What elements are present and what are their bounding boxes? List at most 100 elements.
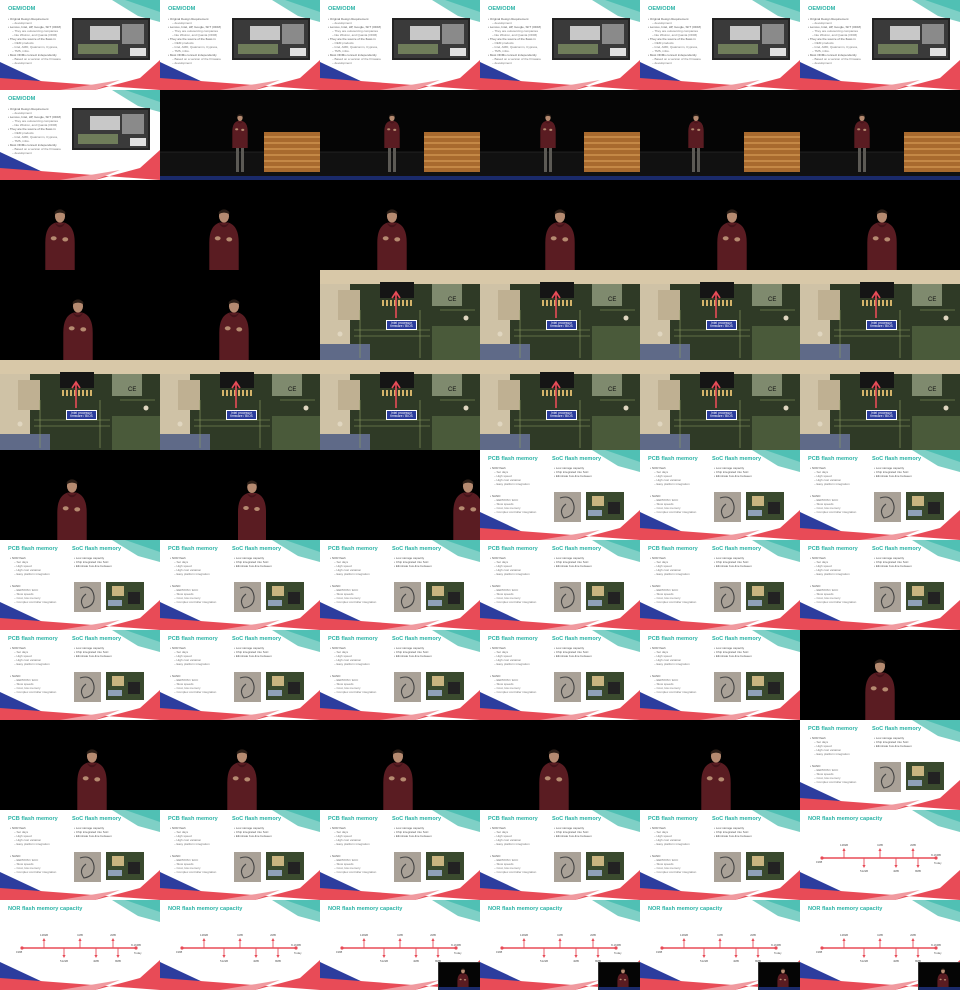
tile-graphic [320,900,480,990]
bullet-item: – EEPROM / ECC [174,588,199,592]
bullet-item: – High speed [494,654,512,658]
bullet-item: – Complex controller integration [174,600,217,604]
pcb-flash-title: PCB flash memory [648,456,698,462]
nor-flash-bullets: • NOR flash – Set days – High speed – High … [10,556,50,576]
timeline-top-label: 128kB [40,933,48,937]
bullet-item: – EEPROM / ECC [14,588,39,592]
bullet-item: – development [12,151,32,155]
soc-flash-bullets: • Low storage capacity • Chip integrated … [714,826,752,838]
nand-flash-bullets: • NAND – EEPROM / ECC – Slow speeds – Cost,… [490,584,536,604]
bullet-item: – High speed [494,564,512,568]
bullet-item: • Most ODMs connect independently [808,53,857,57]
nand-flash-bullets: • NAND – EEPROM / ECC – Slow speeds – Cost,… [10,584,56,604]
bullet-item: – Slow speeds [494,682,514,686]
bullet-item: • NAND [490,494,501,498]
pcb-callout-label: Intel processor firmware / BIOS [226,410,257,421]
timeline-start-label: 1988 [336,950,343,954]
bullet-item: – EEPROM / ECC [494,588,519,592]
tile-graphic [800,360,960,450]
timeline-top-label: 1MB [77,933,83,937]
timeline-top-label: 128kB [200,933,208,937]
timeline-top-label: 8-16MB [611,943,621,947]
speaker-inset-video [438,962,480,990]
bullet-item: – Complex controller integration [814,600,857,604]
thumbnail-flash: PCB flash memory SoC flash memory • NOR fl… [480,810,640,900]
bullet-item: – Set days [814,740,829,744]
bullet-item: • Low storage capacity [714,556,745,560]
tile-graphic [480,90,640,180]
bullet-item: • Eliminate bus-line between [554,474,592,478]
bullet-item: – Based on a version of the firmware [812,57,861,61]
bullet-item: • NOR flash [10,826,26,830]
nand-flash-bullets: • NAND – EEPROM / ECC – Slow speeds – Cost,… [330,854,376,874]
bullet-item: • NAND [490,854,501,858]
nor-capacity-title: NOR flash memory capacity [8,906,83,912]
pcb-callout-label: Intel processor firmware / BIOS [866,320,897,331]
thumbnail-nor: NOR flash memory capacity 128kB 1MB 2MB 8-16… [0,900,160,990]
timeline-top-label: 8-16MB [131,943,141,947]
bullet-item: • Low storage capacity [394,646,425,650]
bullet-item: – High speed [494,474,512,478]
bullet-item: – EEPROM / ECC [814,588,839,592]
bullet-item: – TMS, infos. [332,49,350,53]
soc-flash-title: SoC flash memory [552,546,602,552]
bullet-item: – High cost variation [334,568,362,572]
bullet-item: – Set days [654,830,669,834]
tile-graphic [640,900,800,990]
tile-graphic [480,540,640,630]
bullet-item: • Chip integrated into SoC [394,830,429,834]
tile-graphic [480,900,640,990]
bullet-item: • Chip integrated into SoC [394,650,429,654]
bullet-item: – Easy platform integration [814,752,850,756]
timeline-bottom-label: 8MB [755,959,761,963]
tile-graphic [0,360,160,450]
thumbnail-oem: OEM/ODM • Original Design Requirement – de… [160,0,320,90]
nand-flash-bullets: • NAND – EEPROM / ECC – Slow speeds – Cost,… [10,854,56,874]
bullet-item: • Eliminate bus-line between [74,834,112,838]
bullet-item: – development [812,61,832,65]
bullet-item: – High cost variation [174,568,202,572]
bullet-item: • Chip integrated into SoC [74,650,109,654]
thumbnail-pcb: Intel processor firmware / BIOS [640,270,800,360]
bullet-item: – Easy platform integration [494,842,530,846]
timeline-start-label: 1988 [816,860,823,864]
bullet-item: • NAND [170,674,181,678]
bullet-item: • Original Design Requirement [8,107,49,111]
bullet-item: • NAND [330,584,341,588]
slide-bullets: • Original Design Requirement – developme… [808,17,861,65]
soc-flash-bullets: • Low storage capacity • Chip integrated … [74,556,112,568]
bullet-item: • NOR flash [650,646,666,650]
bullet-item: • NOR flash [650,556,666,560]
bullet-item: – They are outsourcing companies [652,29,698,33]
bullet-item: – Intel, AMD, Qualcomm, Cypress, [652,45,699,49]
bullet-item: – Based on a version of the firmware [12,57,61,61]
bullet-item: – Cost, low memory [494,866,521,870]
bullet-item: • Original Design Requirement [488,17,529,21]
bullet-item: • NAND [170,584,181,588]
soc-flash-title: SoC flash memory [232,816,282,822]
pcb-callout-label: Intel processor firmware / BIOS [66,410,97,421]
pcb-flash-title: PCB flash memory [168,546,218,552]
bullet-item: • NAND [10,674,21,678]
bullet-item: • Chip integrated into SoC [554,560,589,564]
tile-graphic [800,720,960,810]
bullet-item: – Slow speeds [654,502,674,506]
tile-graphic [800,540,960,630]
nand-flash-bullets: • NAND – EEPROM / ECC – Slow speeds – Cost,… [650,674,696,694]
bullet-item: – High speed [814,474,832,478]
pcb-flash-title: PCB flash memory [8,636,58,642]
soc-flash-bullets: • Low storage capacity • Chip integrated … [874,466,912,478]
nor-flash-bullets: • NOR flash – Set days – High speed – High … [10,826,50,846]
bullet-item: – High speed [814,744,832,748]
bullet-item: • They are the source of the flaws in [808,37,856,41]
tile-graphic [480,810,640,900]
soc-flash-bullets: • Low storage capacity • Chip integrated … [714,646,752,658]
pcb-flash-title: PCB flash memory [168,636,218,642]
nand-flash-bullets: • NAND – EEPROM / ECC – Slow speeds – Cost,… [810,764,856,784]
thumbnail-closeup-edge [320,450,480,540]
bullet-item: • Most ODMs connect independently [8,143,57,147]
bullet-item: – High cost variation [654,478,682,482]
soc-flash-title: SoC flash memory [392,816,442,822]
bullet-item: – High cost variation [174,838,202,842]
bullet-item: • NAND [330,674,341,678]
